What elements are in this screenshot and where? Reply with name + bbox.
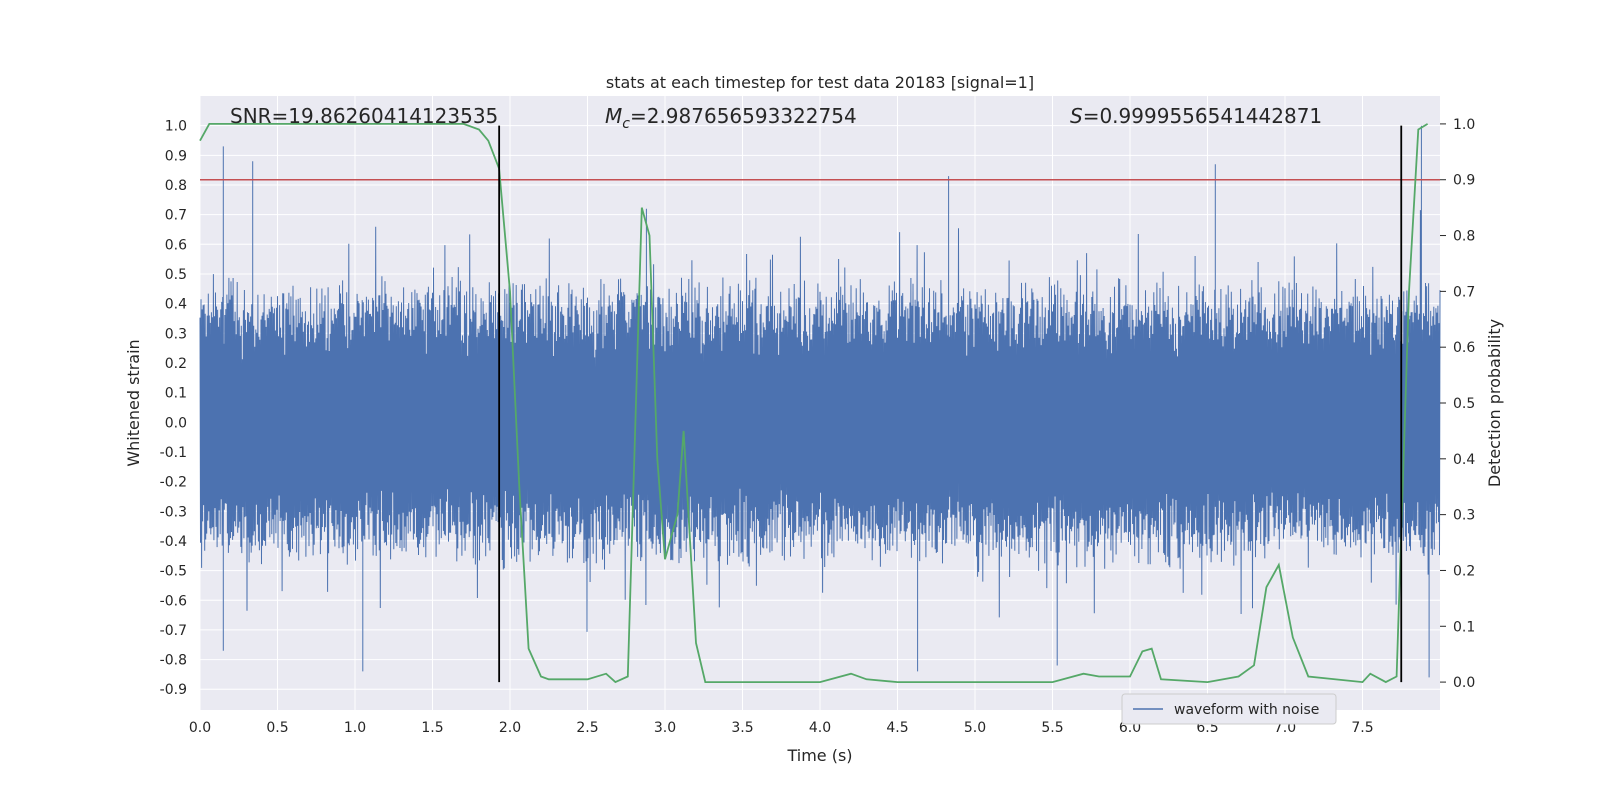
x-tick-label: 0.0 [189,720,211,736]
y2-tick-label: 0.2 [1453,563,1475,579]
y-tick-label: -0.3 [160,504,187,520]
y-tick-label: -0.6 [160,593,187,609]
y2-tick-label: 0.6 [1453,340,1475,356]
chart-title: stats at each timestep for test data 201… [606,73,1034,92]
y-tick-label: -0.7 [160,623,187,639]
y-tick-label: -0.4 [160,534,187,550]
legend-box [1121,693,1337,725]
x-tick-label: 2.5 [576,720,598,736]
x-tick-label: 7.5 [1351,720,1373,736]
y-tick-label: 0.0 [165,415,187,431]
y-tick-label: 0.2 [165,356,187,372]
y-axis-label: Whitened strain [124,339,143,466]
y-tick-label: 0.6 [165,237,187,253]
waveform-series [199,125,1441,678]
y-tick-label: 0.4 [165,297,187,313]
waveform-line [199,125,1441,678]
vertical-markers [498,125,1403,683]
x-tick-label: 3.0 [654,720,676,736]
y-tick-label: 0.1 [165,386,187,402]
x-tick-label: 4.5 [886,720,908,736]
y-tick-label: 0.7 [165,208,187,224]
y-tick-label: 0.3 [165,326,187,342]
x-tick-label: 3.5 [731,720,753,736]
y2-tick-label: 0.7 [1453,284,1475,300]
mc-symbol: M [605,104,622,128]
y2-tick-label: 1.0 [1453,117,1475,133]
snr-annotation: SNR=19.86260414123535 [230,104,498,128]
y2-axis-ticks: 1.0 0.9 0.8 0.7 0.6 0.5 0.4 0.3 0.2 0.1 0.0 [1440,117,1475,691]
y2-tick-label: 0.9 [1453,173,1475,189]
s-symbol: S [1070,104,1083,128]
y-tick-label: -0.1 [160,445,187,461]
x-tick-label: 2.0 [499,720,521,736]
y-tick-label: 0.5 [165,267,187,283]
y-tick-label: 0.9 [165,148,187,164]
y-tick-label: -0.2 [160,475,187,491]
x-tick-label: 4.0 [809,720,831,736]
probability-series [199,123,1429,684]
y2-tick-label: 0.0 [1453,675,1475,691]
chirp-mass-annotation: Mc=2.987656593322754 [605,104,857,132]
y2-tick-label: 0.3 [1453,508,1475,524]
y-tick-label: 1.0 [165,119,187,135]
mc-subscript: c [622,116,630,132]
legend-label: waveform with noise [1174,702,1319,718]
y-tick-label: -0.9 [160,682,187,698]
y-tick-label: -0.8 [160,653,187,669]
x-axis-label: Time (s) [786,746,852,765]
y2-axis-label: Detection probability [1485,319,1504,487]
y-tick-label: 0.8 [165,178,187,194]
x-tick-label: 1.0 [344,720,366,736]
probability-line [199,123,1429,684]
x-tick-label: 0.5 [266,720,288,736]
y2-tick-label: 0.1 [1453,619,1475,635]
mc-value: =2.987656593322754 [630,104,857,128]
y2-tick-label: 0.4 [1453,452,1475,468]
x-tick-label: 1.5 [421,720,443,736]
y-tick-label: -0.5 [160,564,187,580]
y2-tick-label: 0.8 [1453,229,1475,245]
x-tick-label: 5.5 [1041,720,1063,736]
y2-tick-label: 0.5 [1453,396,1475,412]
score-annotation: S=0.9999556541442871 [1070,104,1322,128]
s-value: =0.9999556541442871 [1083,104,1322,128]
legend: waveform with noise [1121,693,1337,725]
y-axis-ticks: 1.0 0.9 0.8 0.7 0.6 0.5 0.4 0.3 0.2 0.1 0.0 -0.1 -0.… [160,119,187,699]
x-tick-label: 5.0 [964,720,986,736]
